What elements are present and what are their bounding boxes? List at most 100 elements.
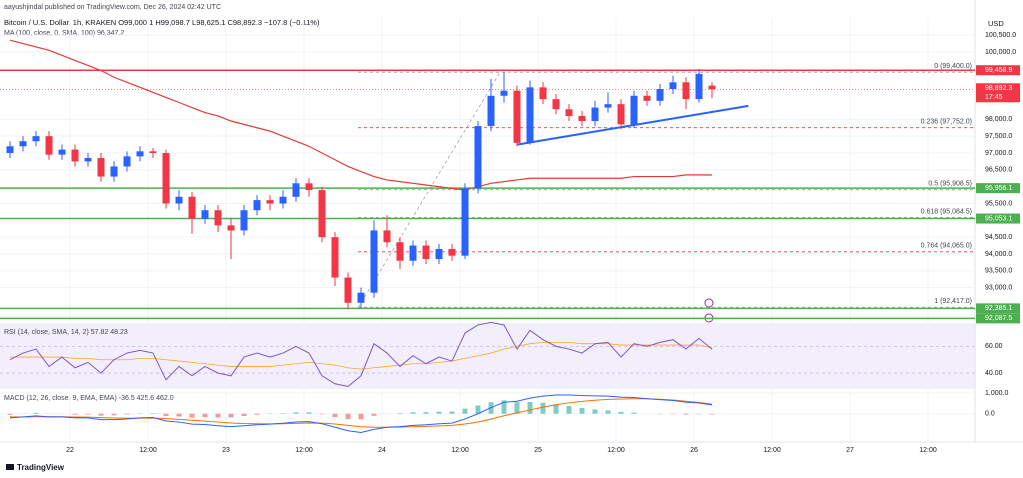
rsi-line <box>9 321 713 388</box>
macd-histogram-bar <box>631 412 637 414</box>
x-tick-label: 12:00 <box>763 447 781 454</box>
candle-body <box>149 151 157 153</box>
fib-label: 0.5 (95,908.5) <box>928 181 972 188</box>
candle-body <box>539 87 547 100</box>
macd-histogram-bar <box>241 413 247 417</box>
macd-histogram-bar <box>618 411 624 414</box>
macd-histogram-bar <box>98 413 104 416</box>
candle-body <box>331 237 339 278</box>
x-tick-label: 12:00 <box>139 447 157 454</box>
y-tick-label: 97,500.0 <box>985 133 1012 140</box>
candle-body <box>19 141 27 147</box>
candle-body <box>175 196 183 204</box>
last-price-tag <box>976 83 1020 103</box>
y-tick-label: 100,000.0 <box>985 49 1016 56</box>
candle-body <box>669 82 677 90</box>
moving-average <box>9 39 713 191</box>
candle-body <box>604 104 612 108</box>
candle-body <box>344 277 352 303</box>
candle-body <box>474 126 482 189</box>
y-tick-label: 98,000.0 <box>985 116 1012 123</box>
macd-histogram-bar <box>176 413 182 417</box>
macd-histogram-bar <box>358 413 364 420</box>
x-tick-label: 12:00 <box>919 447 937 454</box>
macd-histogram-bar <box>293 412 299 414</box>
macd-histogram-bar <box>540 402 546 414</box>
macd-histogram-bar <box>553 404 559 414</box>
candle-body <box>266 200 274 204</box>
candle-body <box>45 136 53 155</box>
candle-body <box>435 248 443 260</box>
y-tick-label: 94,500.0 <box>985 234 1012 241</box>
last-price-label: 98,892.3 <box>985 85 1012 92</box>
y-tick-label: 95,500.0 <box>985 200 1012 207</box>
macd-histogram-bar <box>124 413 130 415</box>
fib-label: 1 (92,417.0) <box>934 298 972 305</box>
candle-body <box>708 85 716 90</box>
macd-histogram-bar <box>215 413 221 418</box>
macd-histogram-bar <box>319 413 325 415</box>
brand: TradingView <box>17 463 65 472</box>
macd-histogram-bar <box>33 412 39 414</box>
candle-body <box>6 146 14 153</box>
macd-histogram-bar <box>397 413 403 414</box>
macd-histogram-bar <box>189 413 195 418</box>
candle-body <box>422 245 430 260</box>
candle-body <box>643 95 651 101</box>
candle-body <box>305 183 313 191</box>
macd-histogram-bar <box>709 413 715 415</box>
macd-histogram-bar <box>306 412 312 414</box>
candle-body <box>591 107 599 122</box>
candle-body <box>201 210 209 219</box>
macd-histogram-bar <box>228 413 234 418</box>
level-tag-label: 92,385.1 <box>985 305 1012 312</box>
candle-body <box>162 152 170 204</box>
macd-histogram-bar <box>605 410 611 414</box>
macd-histogram-bar <box>7 413 13 415</box>
candle-body <box>32 136 40 142</box>
macd-signal-line <box>9 398 713 428</box>
candle-body <box>383 230 391 243</box>
macd-histogram-bar <box>449 411 455 414</box>
macd-histogram-bar <box>345 413 351 420</box>
macd-histogram-bar <box>436 411 442 414</box>
rsi-label: RSI (14, close, SMA, 14, 2) 57.82 48.23 <box>4 329 128 336</box>
macd-histogram-bar <box>683 413 689 415</box>
byline: aayushjindal published on TradingView.co… <box>4 4 221 11</box>
candle-body <box>227 225 235 231</box>
fib-label: 0.764 (94,065.0) <box>921 243 972 250</box>
macd-tick-label: 0.0 <box>985 411 995 418</box>
macd-histogram-bar <box>423 412 429 414</box>
y-tick-label: 100,500.0 <box>985 32 1016 39</box>
fib-label: 0.618 (95,084.5) <box>921 208 972 215</box>
level-tag <box>976 65 1020 76</box>
macd-histogram-bar <box>163 413 169 417</box>
candle-body <box>552 99 560 110</box>
macd-histogram-bar <box>371 413 377 416</box>
macd-histogram-bar <box>579 407 585 414</box>
candle-body <box>396 242 404 261</box>
level-tag-label: 95,956.1 <box>985 185 1012 192</box>
macd-histogram-bar <box>462 408 468 414</box>
candle-body <box>461 188 469 256</box>
trend-line <box>516 104 749 146</box>
y-tick-label: 93,000.0 <box>985 285 1012 292</box>
y-tick-label: 96,500.0 <box>985 167 1012 174</box>
candle-body <box>123 156 131 167</box>
x-tick-label: 22 <box>66 447 74 454</box>
x-tick-label: 23 <box>222 447 230 454</box>
macd-histogram-bar <box>527 401 533 414</box>
macd-histogram-bar <box>514 402 520 414</box>
candle-body <box>357 292 365 303</box>
candle-body <box>253 200 261 211</box>
candle-body <box>409 245 417 261</box>
ma-label: MA (100, close, 0, SMA, 100) 96,347.2 <box>4 30 124 37</box>
macd-label: MACD (12, 26, close, 9, EMA, EMA) -36.5 … <box>4 395 174 402</box>
candle-body <box>318 190 326 238</box>
candle-body <box>630 95 638 125</box>
event-icon <box>704 298 714 308</box>
candle-body <box>513 90 521 143</box>
rsi-tick-label: 60.00 <box>985 343 1003 350</box>
